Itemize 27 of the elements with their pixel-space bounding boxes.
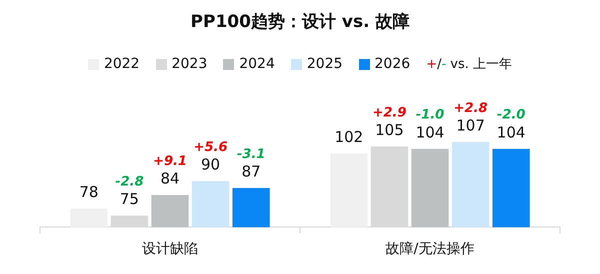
legend-label: 2022 <box>104 56 140 72</box>
text: -2.0 <box>496 108 526 123</box>
data-label: 75 <box>120 190 139 208</box>
data-label: 104 <box>416 123 444 142</box>
legend-label: 2025 <box>306 56 343 72</box>
legend-label: 2024 <box>239 56 275 72</box>
data-label: 104 <box>496 123 526 142</box>
text: -1.0 <box>416 108 444 123</box>
data-label: 87 <box>242 162 261 180</box>
data-label: 107 <box>456 116 485 134</box>
legend-label: 2023 <box>172 56 208 72</box>
legend-label: 2026 <box>374 56 410 72</box>
text: +/- vs. 上一年 <box>426 56 512 73</box>
annotation: +9.1 <box>153 154 187 169</box>
data-label: 102 <box>334 128 364 146</box>
x-tick-label: 设计缺陷 <box>142 241 198 258</box>
data-label: 90 <box>201 156 220 174</box>
annotation: -3.1 <box>236 146 266 162</box>
annotation: -2.8 <box>115 174 144 190</box>
data-label: 105 <box>375 120 404 139</box>
annotation: +5.6 <box>194 140 228 155</box>
text: +2.9 <box>372 105 406 120</box>
data-label: 78 <box>79 183 98 202</box>
data-label: 84 <box>160 169 180 188</box>
text: +2.8 <box>454 100 488 116</box>
chart-title: PP100趋势：设计 vs. 故障 <box>190 11 410 33</box>
x-tick-label: 故障/无法操作 <box>386 241 474 258</box>
